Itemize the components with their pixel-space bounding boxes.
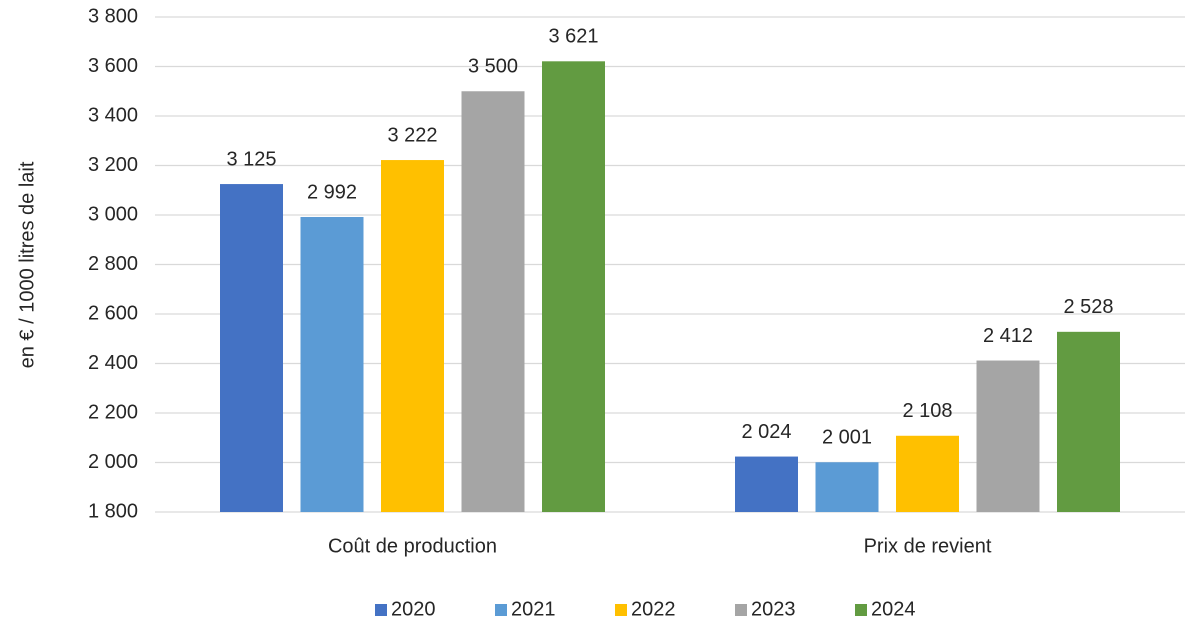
y-tick-label: 2 400	[88, 352, 138, 374]
legend-label: 2023	[751, 598, 796, 620]
legend-swatch	[495, 604, 507, 616]
legend-label: 2021	[511, 598, 556, 620]
y-tick-label: 2 600	[88, 302, 138, 324]
y-tick-label: 2 800	[88, 253, 138, 275]
legend-swatch	[615, 604, 627, 616]
bar	[542, 61, 605, 513]
legend-swatch	[375, 604, 387, 616]
y-tick-label: 2 200	[88, 401, 138, 423]
x-tick-label: Coût de production	[328, 535, 497, 557]
legend-label: 2020	[391, 598, 436, 620]
bar	[896, 435, 959, 512]
value-label: 2 412	[983, 325, 1033, 347]
bar	[300, 216, 364, 513]
bar	[735, 456, 798, 512]
bar	[815, 462, 879, 512]
legend-label: 2022	[631, 598, 676, 620]
y-tick-label: 3 200	[88, 154, 138, 176]
bar	[381, 160, 444, 512]
y-axis-label: en € / 1000 litres de lait	[16, 161, 38, 368]
bar	[1057, 331, 1120, 512]
value-label: 2 024	[741, 421, 791, 443]
bar	[220, 184, 283, 512]
value-label: 2 001	[822, 427, 872, 449]
y-tick-label: 3 800	[88, 5, 138, 27]
value-label: 2 108	[902, 400, 952, 422]
value-label: 3 621	[548, 26, 598, 48]
legend-swatch	[735, 604, 747, 616]
value-label: 2 992	[307, 181, 357, 203]
legend-swatch	[855, 604, 867, 616]
y-tick-label: 3 400	[88, 104, 138, 126]
y-tick-label: 2 000	[88, 451, 138, 473]
value-label: 3 125	[226, 148, 276, 170]
y-tick-label: 3 000	[88, 203, 138, 225]
value-label: 3 222	[387, 124, 437, 146]
value-label: 3 500	[468, 56, 518, 78]
bar	[461, 91, 525, 512]
y-tick-label: 3 600	[88, 55, 138, 77]
x-tick-label: Prix de revient	[864, 535, 992, 557]
legend-label: 2024	[871, 598, 916, 620]
value-label: 2 528	[1063, 296, 1113, 318]
bar	[976, 360, 1040, 512]
y-tick-label: 1 800	[88, 500, 138, 522]
